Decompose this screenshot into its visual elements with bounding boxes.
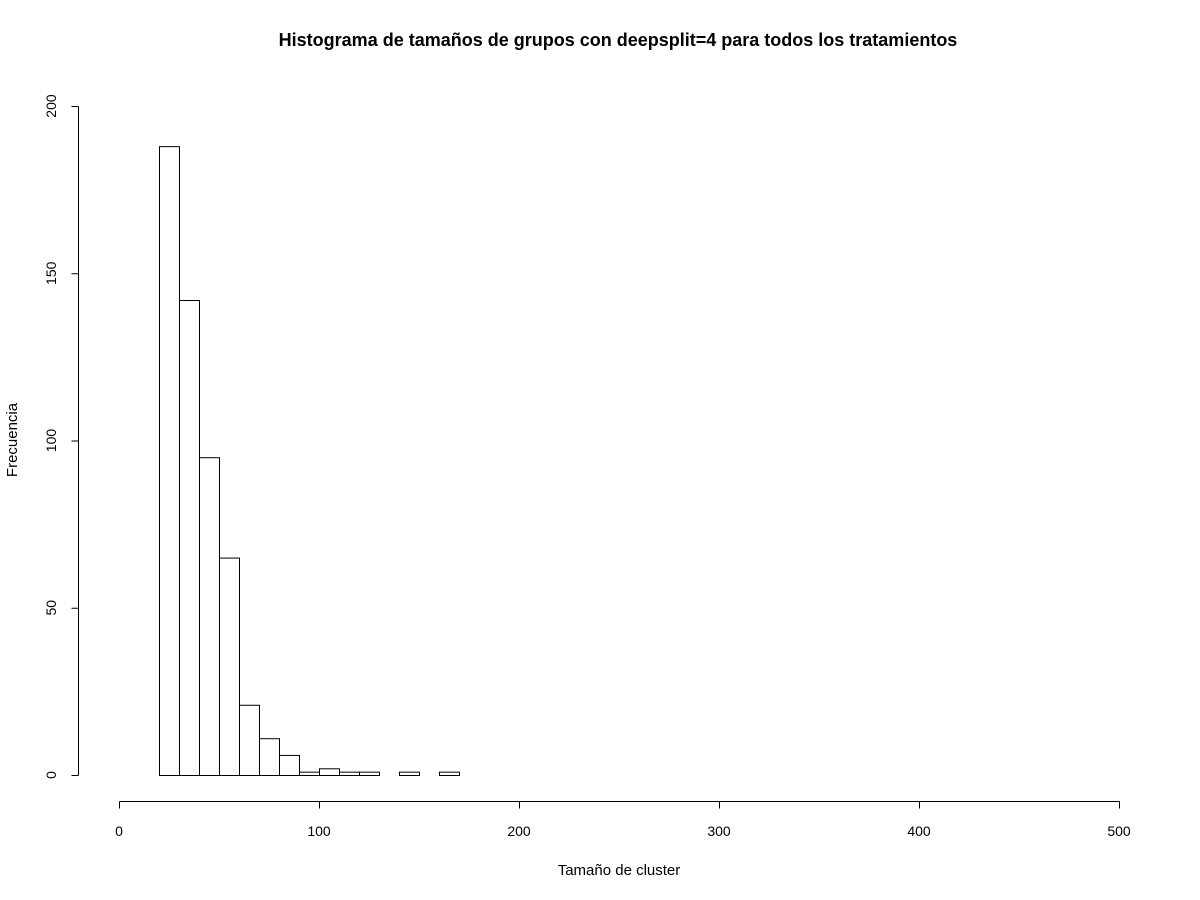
y-tick-label: 200 (43, 94, 59, 118)
histogram-bar (239, 704, 260, 777)
histogram-bar (279, 754, 300, 776)
histogram-bar (219, 557, 240, 777)
y-tick-label: 150 (43, 261, 59, 285)
histogram-bar (299, 771, 320, 777)
chart-title: Histograma de tamaños de grupos con deep… (279, 30, 958, 50)
histogram-bars (159, 146, 460, 777)
histogram-bar (199, 457, 220, 776)
histogram-bar (179, 300, 200, 776)
histogram-bar (159, 146, 180, 776)
y-axis: 0 50 100 150 200 (43, 94, 79, 779)
y-axis-label: Frecuencia (4, 402, 21, 477)
histogram-bar (339, 771, 360, 777)
x-tick-label: 200 (507, 823, 531, 839)
y-tick-label: 0 (43, 771, 59, 779)
histogram-bar (259, 738, 280, 777)
histogram-bar (359, 771, 380, 777)
y-tick-label: 50 (43, 600, 59, 616)
histogram-bar (399, 771, 420, 777)
y-tick-label: 100 (43, 429, 59, 453)
x-tick-label: 0 (115, 823, 123, 839)
x-axis-label: Tamaño de cluster (558, 862, 681, 879)
x-tick-label: 300 (707, 823, 731, 839)
histogram-bar (319, 768, 340, 776)
x-tick-label: 100 (307, 823, 331, 839)
x-tick-label: 400 (907, 823, 931, 839)
x-axis: 0 100 200 300 400 500 (115, 801, 1131, 839)
x-tick-label: 500 (1107, 823, 1131, 839)
histogram-bar (439, 771, 460, 777)
